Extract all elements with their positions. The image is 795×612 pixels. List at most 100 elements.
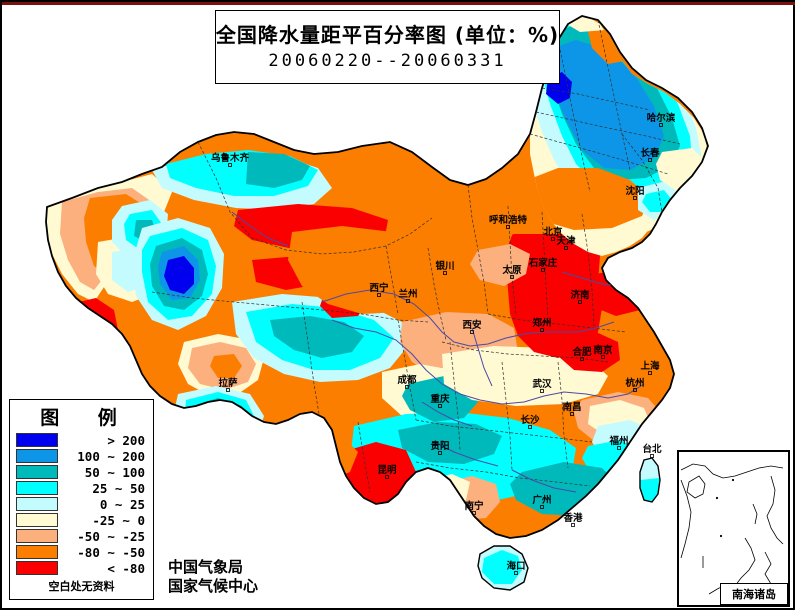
city-marker: 南昌 (562, 401, 582, 416)
city-marker: 合肥 (572, 346, 592, 361)
city-name: 西安 (462, 319, 482, 331)
city-dot-icon (648, 158, 652, 162)
city-dot-icon (405, 385, 409, 389)
city-dot-icon (470, 330, 474, 334)
city-marker: 杭州 (625, 377, 645, 392)
city-dot-icon (472, 511, 476, 515)
map-title-main: 全国降水量距平百分率图 (单位：%) (215, 23, 560, 47)
legend-label: -50 ~ -25 (77, 528, 145, 544)
legend-row: -25 ~ 0 (10, 512, 153, 528)
map-title-box: 全国降水量距平百分率图 (单位：%) 20060220--20060331 (215, 10, 560, 84)
city-dot-icon (540, 328, 544, 332)
city-dot-icon (633, 388, 637, 392)
city-marker: 南京 (593, 344, 613, 359)
legend-heading: 图 例 (40, 407, 133, 429)
city-name: 长沙 (520, 414, 540, 426)
south-china-sea-inset: 南海诸岛 (677, 450, 790, 607)
city-name: 广州 (532, 494, 551, 506)
legend-label: 100 ~ 200 (77, 448, 145, 464)
legend-row: -50 ~ -25 (10, 528, 153, 544)
city-marker: 乌鲁木齐 (211, 152, 250, 167)
city-marker: 长春 (640, 147, 660, 162)
legend-row: < -80 (10, 560, 153, 576)
city-dot-icon (551, 237, 555, 241)
city-dot-icon (617, 446, 621, 450)
hainan-outline (477, 545, 529, 591)
city-marker: 福州 (608, 435, 629, 450)
legend-row: 25 ~ 50 (10, 480, 153, 496)
city-name: 拉萨 (218, 377, 238, 389)
legend-row: 100 ~ 200 (10, 448, 153, 464)
legend-entries: > 200 100 ~ 200 50 ~ 100 25 ~ 50 0 ~ 25 -25 ~… (10, 432, 153, 576)
city-name: 香港 (562, 512, 583, 524)
city-marker: 北京 (543, 226, 563, 241)
city-marker: 西安 (462, 319, 482, 334)
city-dot-icon (564, 246, 568, 250)
city-dot-icon (385, 475, 389, 479)
city-marker: 呼和浩特 (489, 214, 528, 229)
city-dot-icon (540, 389, 544, 393)
city-dot-icon (580, 357, 584, 361)
credits-agency: 中国气象局 (168, 558, 244, 576)
city-dot-icon (570, 412, 574, 416)
city-marker: 兰州 (398, 288, 418, 303)
legend-row: 50 ~ 100 (10, 464, 153, 480)
city-marker: 成都 (397, 374, 417, 389)
legend-box: 图 例 > 200 100 ~ 200 50 ~ 100 25 ~ 50 0 ~ 25-… (9, 399, 154, 600)
city-marker: 银川 (435, 260, 455, 275)
legend-swatch (16, 481, 58, 495)
map-title-period: 20060220--20060331 (268, 51, 507, 71)
credits-block: 中国气象局 国家气候中心 (168, 558, 258, 596)
inset-label: 南海诸岛 (720, 583, 788, 605)
city-name: 杭州 (625, 377, 644, 389)
city-name: 太原 (502, 264, 522, 276)
city-dot-icon (648, 371, 652, 375)
city-dot-icon (528, 425, 532, 429)
city-dot-icon (406, 299, 410, 303)
city-name: 成都 (397, 374, 417, 386)
city-marker: 台北 (642, 443, 662, 458)
city-name: 哈尔滨 (647, 112, 676, 124)
city-marker: 贵阳 (430, 440, 450, 455)
city-name: 武汉 (532, 378, 552, 390)
city-dot-icon (659, 123, 663, 127)
city-dot-icon (438, 451, 442, 455)
city-dot-icon (540, 505, 544, 509)
legend-note: 空白处无资料 (48, 580, 115, 593)
top-strip-decoration (2, 2, 795, 5)
city-name: 北京 (543, 226, 563, 238)
legend-row: 0 ~ 25 (10, 496, 153, 512)
city-name: 济南 (570, 289, 590, 301)
city-marker: 石家庄 (528, 257, 558, 272)
city-name: 西宁 (369, 282, 389, 294)
city-dot-icon (226, 388, 230, 392)
city-dot-icon (541, 268, 545, 272)
rivers (231, 211, 645, 493)
city-name: 天津 (556, 235, 576, 247)
city-marker: 济南 (570, 289, 590, 304)
city-marker: 西宁 (369, 282, 389, 297)
city-dot-icon (601, 355, 605, 359)
legend-label: -25 ~ 0 (92, 512, 145, 528)
legend-label: -80 ~ -50 (77, 544, 145, 560)
city-name: 南宁 (464, 500, 484, 512)
city-dot-icon (438, 404, 442, 408)
legend-label: < -80 (107, 560, 145, 576)
city-dot-icon (443, 271, 447, 275)
city-marker: 昆明 (377, 465, 397, 479)
city-name: 乌鲁木齐 (211, 152, 250, 164)
legend-swatch (16, 561, 58, 575)
city-name: 郑州 (532, 317, 551, 329)
city-marker: 上海 (640, 360, 660, 375)
legend-swatch (16, 449, 58, 463)
city-marker: 广州 (532, 494, 552, 509)
city-marker: 太原 (502, 264, 522, 279)
city-name: 呼和浩特 (489, 214, 528, 226)
legend-swatch (16, 545, 58, 559)
city-marker: 郑州 (532, 317, 552, 332)
city-marker: 天津 (556, 235, 576, 250)
city-marker: 海口 (506, 560, 526, 575)
city-name: 长春 (640, 147, 660, 159)
city-dot-icon (514, 571, 518, 575)
